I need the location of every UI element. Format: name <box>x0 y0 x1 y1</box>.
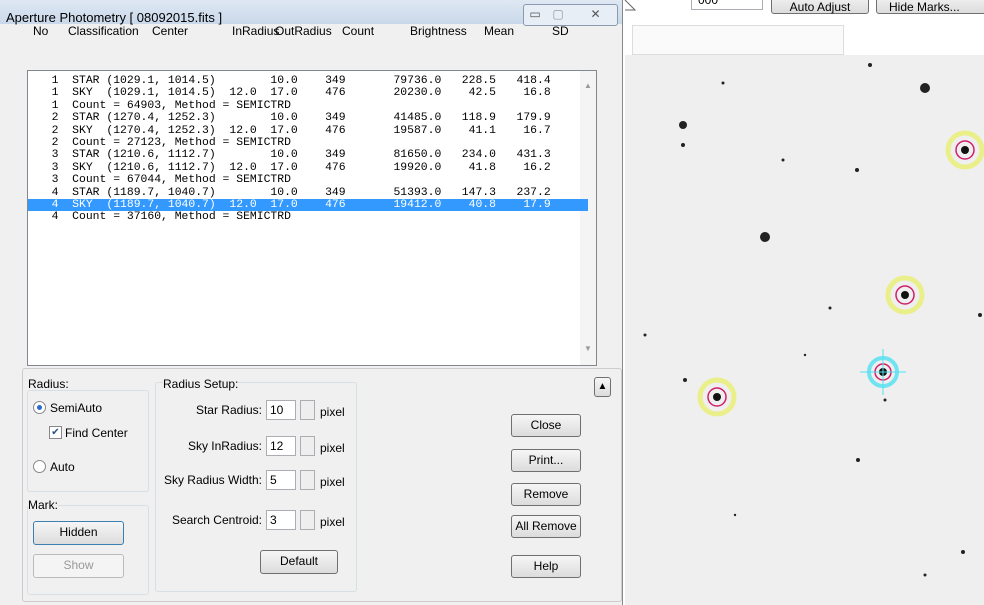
action-button[interactable]: Print... <box>511 449 581 472</box>
field-spinner[interactable] <box>300 436 315 456</box>
field-unit: pixel <box>320 405 345 419</box>
toolbar-icon <box>623 0 653 20</box>
semiauto-label[interactable]: SemiAuto <box>50 401 102 415</box>
show-button: Show <box>33 554 124 578</box>
radius-label: Radius: <box>28 377 69 391</box>
list-line[interactable]: 1 SKY (1029.1, 1014.5) 12.0 17.0 476 202… <box>28 87 588 99</box>
list-line[interactable]: 4 STAR (1189.7, 1040.7) 10.0 349 51393.0… <box>28 187 588 199</box>
hide-marks-button[interactable]: Hide Marks... <box>876 0 984 14</box>
semiauto-radio[interactable] <box>33 401 46 414</box>
action-button[interactable]: Close <box>511 414 581 437</box>
list-line[interactable]: 2 Count = 27123, Method = SEMICTRD <box>28 137 588 149</box>
close-window-button[interactable]: ✕ <box>574 5 617 25</box>
field-unit: pixel <box>320 475 345 489</box>
column-header[interactable]: Center <box>152 24 188 38</box>
toolbar-field <box>632 25 844 55</box>
list-line[interactable]: 3 SKY (1210.6, 1112.7) 12.0 17.0 476 199… <box>28 162 588 174</box>
star-image <box>625 55 984 605</box>
action-button[interactable]: All Remove <box>511 515 581 538</box>
minimize-button[interactable]: ▭ <box>524 5 546 25</box>
auto-adjust-button[interactable]: Auto Adjust <box>771 0 869 14</box>
column-header[interactable]: OutRadius <box>275 24 332 38</box>
find-center-label[interactable]: Find Center <box>65 426 128 440</box>
list-line[interactable]: 1 STAR (1029.1, 1014.5) 10.0 349 79736.0… <box>28 75 588 87</box>
list-line[interactable]: 3 STAR (1210.6, 1112.7) 10.0 349 81650.0… <box>28 149 588 161</box>
column-header[interactable]: SD <box>552 24 569 38</box>
field-spinner[interactable] <box>300 470 315 490</box>
column-header[interactable]: InRadius <box>232 24 279 38</box>
radius-setup-label: Radius Setup: <box>163 377 238 391</box>
page: Aperture Photometry [ 08092015.fits ] ▭ … <box>0 0 984 605</box>
column-header[interactable]: Brightness <box>410 24 467 38</box>
list-line[interactable]: 2 SKY (1270.4, 1252.3) 12.0 17.0 476 195… <box>28 125 588 137</box>
list-line[interactable]: 4 Count = 37160, Method = SEMICTRD <box>28 211 588 223</box>
auto-radio[interactable] <box>33 460 46 473</box>
list-line[interactable]: 1 Count = 64903, Method = SEMICTRD <box>28 100 588 112</box>
column-header[interactable]: No <box>33 24 48 38</box>
field-spinner[interactable] <box>300 510 315 530</box>
default-button[interactable]: Default <box>260 550 338 574</box>
window-controls: ▭ ▢ ✕ <box>523 4 618 26</box>
field-label: Sky Radius Width: <box>155 473 262 487</box>
hidden-button[interactable]: Hidden <box>33 521 124 545</box>
field-label: Sky InRadius: <box>155 439 262 453</box>
photometry-dialog: Aperture Photometry [ 08092015.fits ] ▭ … <box>0 0 623 605</box>
list-line[interactable]: 3 Count = 67044, Method = SEMICTRD <box>28 174 588 186</box>
field-input[interactable]: 10 <box>266 400 296 420</box>
field-input[interactable]: 5 <box>266 470 296 490</box>
list-line[interactable]: 4 SKY (1189.7, 1040.7) 12.0 17.0 476 194… <box>28 199 588 211</box>
list-line[interactable]: 2 STAR (1270.4, 1252.3) 10.0 349 41485.0… <box>28 112 588 124</box>
collapse-button[interactable]: ▲ <box>594 377 611 397</box>
field-spinner[interactable] <box>300 400 315 420</box>
column-header[interactable]: Classification <box>68 24 139 38</box>
column-header[interactable]: Mean <box>484 24 514 38</box>
viewer-toolbar: 000 Auto Adjust Hide Marks... <box>623 0 984 55</box>
find-center-checkbox[interactable]: ✔ <box>49 426 62 439</box>
action-button[interactable]: Remove <box>511 483 581 506</box>
results-list[interactable]: ▲▼ 1 STAR (1029.1, 1014.5) 10.0 349 7973… <box>27 70 597 366</box>
column-header[interactable]: Count <box>342 24 374 38</box>
field-input[interactable]: 12 <box>266 436 296 456</box>
mark-group <box>27 505 149 595</box>
field-unit: pixel <box>320 515 345 529</box>
field-input[interactable]: 3 <box>266 510 296 530</box>
action-button[interactable]: Help <box>511 555 581 578</box>
mark-label: Mark: <box>28 498 58 512</box>
auto-label[interactable]: Auto <box>50 460 75 474</box>
field-label: Star Radius: <box>155 403 262 417</box>
maximize-button[interactable]: ▢ <box>547 5 569 25</box>
value-input[interactable]: 000 <box>691 0 763 10</box>
field-unit: pixel <box>320 441 345 455</box>
field-label: Search Centroid: <box>155 513 262 527</box>
window-title: Aperture Photometry [ 08092015.fits ] <box>6 10 222 25</box>
